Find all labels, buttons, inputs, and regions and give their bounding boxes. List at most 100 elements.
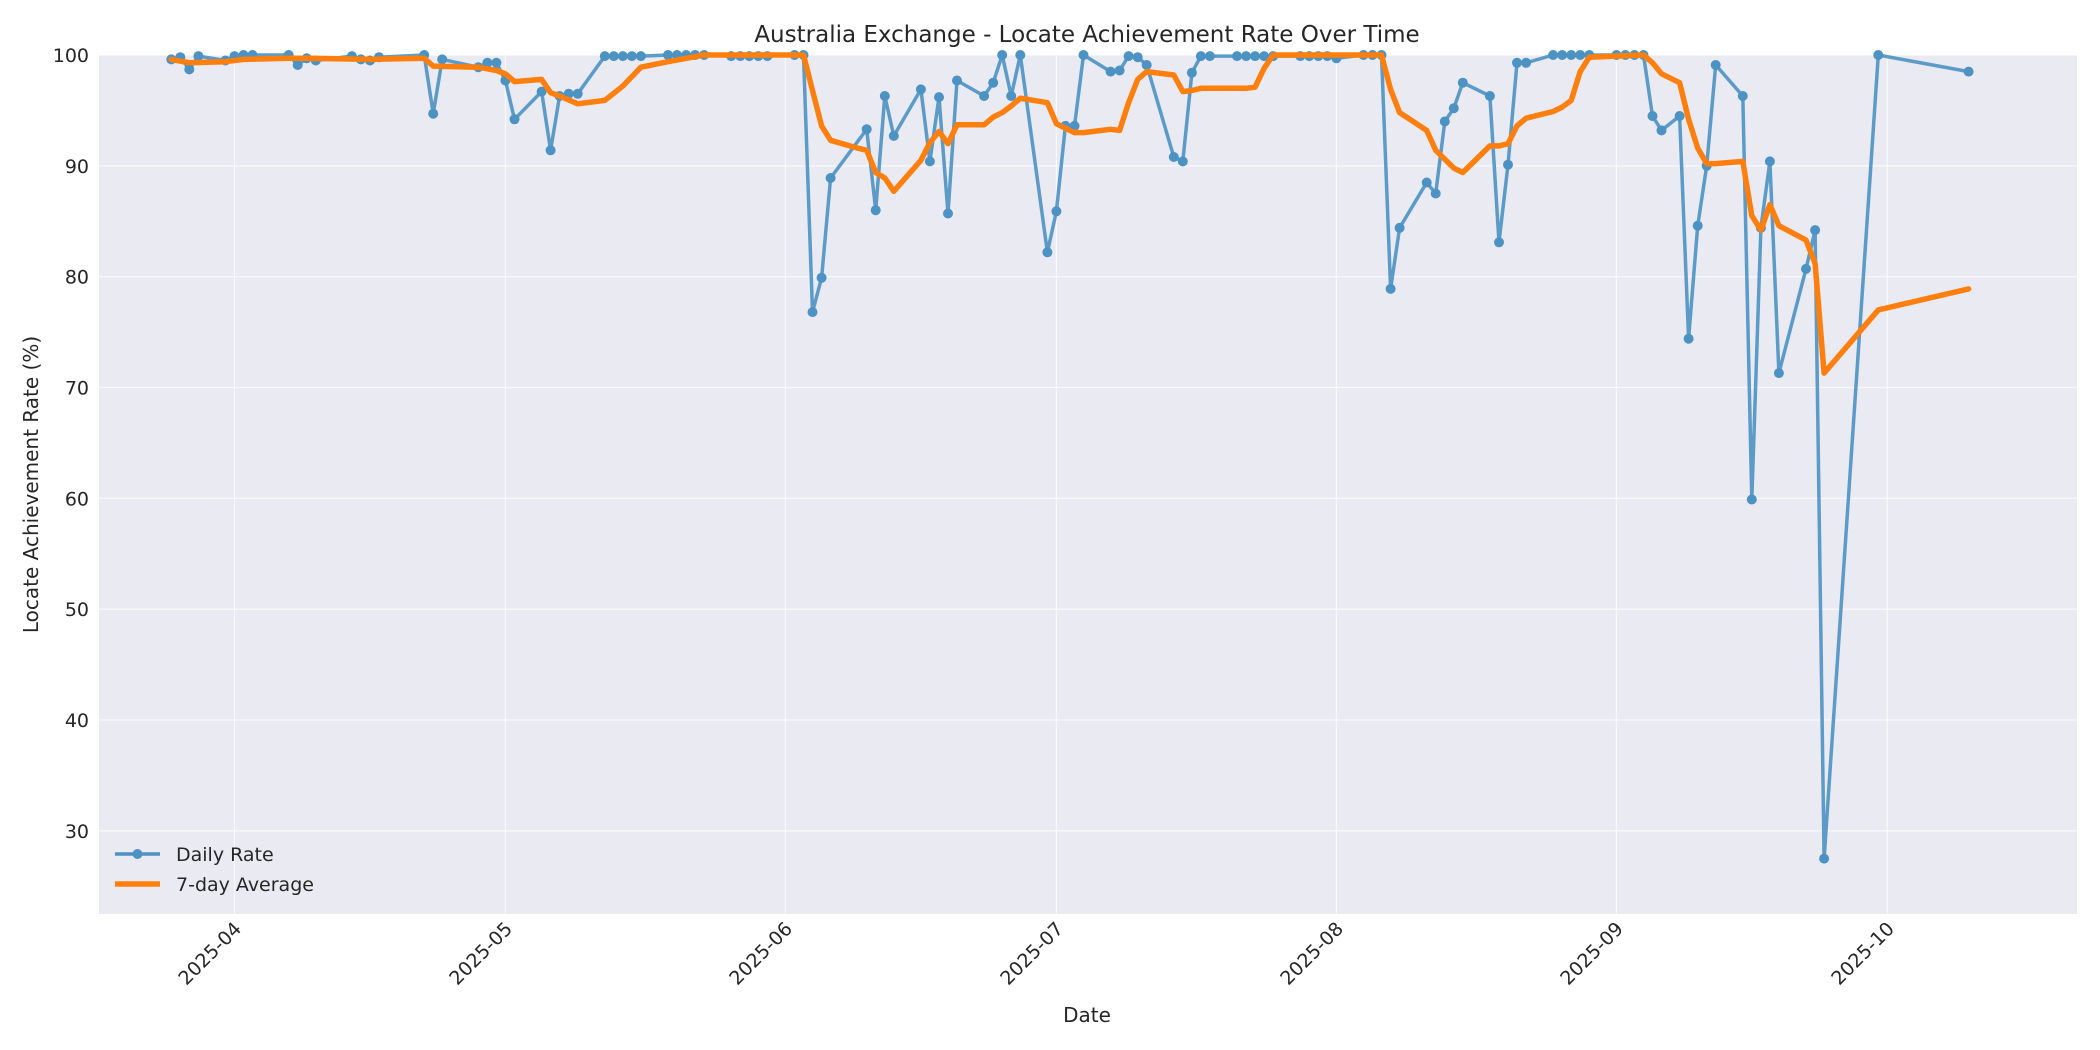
x-axis-label: Date <box>1063 1003 1111 1027</box>
data-point <box>1006 91 1017 101</box>
data-point <box>491 57 502 68</box>
data-point <box>428 108 439 119</box>
y-axis-label: Locate Achievement Rate (%) <box>19 336 43 633</box>
data-point <box>1457 77 1468 88</box>
y-tick-label: 50 <box>65 599 89 621</box>
data-point <box>1051 206 1062 217</box>
data-point <box>924 156 935 167</box>
y-grid <box>99 54 2077 832</box>
data-point <box>807 307 818 318</box>
data-point <box>997 50 1008 60</box>
data-point <box>1123 51 1134 62</box>
x-tick-label: 2025-07 <box>996 918 1068 990</box>
data-point <box>184 64 195 75</box>
x-tick-label: 2025-08 <box>1276 918 1348 990</box>
data-point <box>1105 66 1116 77</box>
data-point <box>617 51 628 62</box>
data-point <box>536 86 547 97</box>
data-point <box>979 91 990 101</box>
data-point <box>1448 103 1459 114</box>
data-point <box>988 77 999 88</box>
y-tick-label: 60 <box>65 488 89 510</box>
data-point <box>1385 283 1396 294</box>
y-tick-label: 30 <box>65 821 89 843</box>
data-point <box>1439 116 1450 127</box>
data-point <box>1801 263 1811 274</box>
data-point <box>1963 66 1974 77</box>
x-tick-label: 2025-09 <box>1556 918 1628 990</box>
data-point <box>1168 152 1179 162</box>
data-point <box>482 57 493 68</box>
data-point <box>1494 237 1504 248</box>
legend: Daily Rate 7-day Average <box>115 844 314 896</box>
x-axis-ticks: 2025-04 2025-05 2025-06 2025-07 2025-08 2025-… <box>174 918 1899 990</box>
data-point <box>879 91 890 101</box>
y-tick-label: 40 <box>65 710 89 732</box>
data-point <box>1773 368 1784 379</box>
data-point <box>1512 57 1522 68</box>
data-point <box>861 124 872 135</box>
data-point <box>1484 91 1495 101</box>
data-point <box>1810 225 1821 236</box>
data-point <box>1204 51 1215 62</box>
data-point <box>1746 494 1757 505</box>
data-point <box>599 51 610 62</box>
y-tick-label: 100 <box>53 45 89 67</box>
data-point <box>915 84 926 95</box>
data-point <box>1241 51 1252 62</box>
data-point <box>1683 333 1694 344</box>
y-tick-label: 90 <box>65 156 89 178</box>
data-point <box>509 114 520 125</box>
series-layer <box>166 50 1974 864</box>
data-point <box>1557 50 1568 60</box>
data-point <box>635 51 646 62</box>
data-point <box>1141 60 1152 70</box>
data-point <box>1394 222 1405 233</box>
data-point <box>1232 51 1242 62</box>
x-tick-label: 2025-04 <box>174 918 246 990</box>
data-point <box>888 130 899 141</box>
data-point <box>1710 60 1721 70</box>
legend-label: 7-day Average <box>176 874 314 896</box>
data-point <box>572 88 583 99</box>
x-tick-label: 2025-05 <box>445 918 517 990</box>
y-axis-ticks: 30 40 50 60 70 80 90 100 <box>53 45 89 843</box>
data-point <box>193 51 204 62</box>
data-point <box>943 208 953 219</box>
plot-area <box>99 55 2077 914</box>
data-point <box>1042 247 1053 258</box>
data-point <box>1692 220 1703 231</box>
data-point <box>545 145 556 156</box>
data-point <box>1195 51 1206 62</box>
data-point <box>1015 50 1026 60</box>
data-point <box>1430 188 1441 199</box>
data-point <box>1575 50 1586 60</box>
data-point <box>626 51 637 62</box>
data-point <box>1503 159 1513 170</box>
data-point <box>1647 111 1658 121</box>
data-point <box>663 50 673 60</box>
chart-title: Australia Exchange - Locate Achievement … <box>754 22 1419 48</box>
data-point <box>1177 156 1188 167</box>
data-point <box>1078 50 1089 60</box>
data-point <box>608 51 619 62</box>
data-point <box>1566 50 1577 60</box>
data-point <box>1259 51 1270 62</box>
data-point <box>1674 111 1685 121</box>
data-point <box>1250 51 1261 62</box>
data-point <box>292 60 303 70</box>
data-point <box>1737 91 1748 101</box>
data-point <box>1548 50 1559 60</box>
legend-marker <box>132 849 143 859</box>
data-point <box>1132 52 1143 63</box>
data-point <box>1521 57 1532 68</box>
series-line <box>168 52 1972 376</box>
data-point <box>437 54 448 65</box>
data-point <box>952 75 962 86</box>
data-point <box>816 272 827 283</box>
data-point <box>934 92 944 103</box>
data-point <box>1421 177 1432 188</box>
data-point <box>1764 156 1775 167</box>
data-point <box>1873 50 1884 60</box>
